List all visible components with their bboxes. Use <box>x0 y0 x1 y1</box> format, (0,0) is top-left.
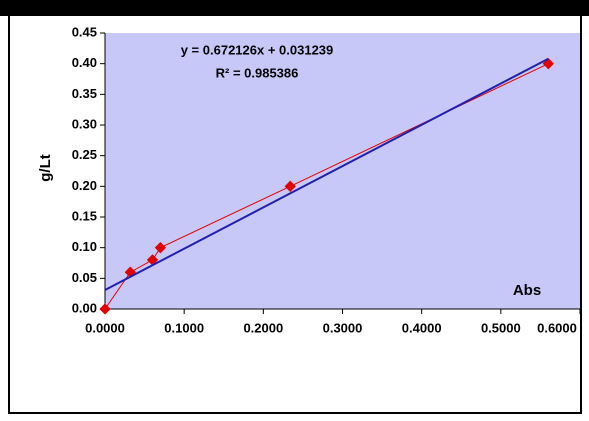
x-tick-label: 0.3000 <box>323 320 363 335</box>
data-point <box>154 242 167 254</box>
y-axis-label: g/Lt <box>37 154 54 182</box>
y-tick-label: 0.45 <box>72 24 97 39</box>
plot-background <box>105 33 580 309</box>
x-tick-label: 0.4000 <box>402 320 442 335</box>
equation: y = 0.672126x + 0.031239 <box>181 42 334 57</box>
frame <box>8 8 582 414</box>
y-tick-label: 0.00 <box>72 300 97 315</box>
y-tick-label: 0.10 <box>72 239 97 254</box>
y-tick-label: 0.40 <box>72 55 97 70</box>
y-tick-label: 0.15 <box>72 208 97 223</box>
plot-area: 0.00 0.05 0.10 0.15 0.20 0.25 0.30 0.35 0.40 0.45… <box>72 24 581 335</box>
x-axis-label: Abs <box>513 282 541 299</box>
y-tick-label: 0.25 <box>72 147 97 162</box>
y-tick-label: 0.30 <box>72 116 97 131</box>
x-tick-label: 0.6000 <box>537 320 577 335</box>
y-tick-label: 0.35 <box>72 86 97 101</box>
y-tick-label: 0.05 <box>72 270 97 285</box>
y-tick-label: 0.20 <box>72 178 97 193</box>
r-squared: R² = 0.985386 <box>216 65 299 80</box>
trendline <box>104 57 549 291</box>
x-tick-label: 0.5000 <box>481 320 521 335</box>
x-tick-label: 0.0000 <box>85 320 125 335</box>
x-tick-label: 0.2000 <box>243 320 283 335</box>
x-tick-label: 0.1000 <box>164 320 204 335</box>
data-point <box>284 180 296 192</box>
